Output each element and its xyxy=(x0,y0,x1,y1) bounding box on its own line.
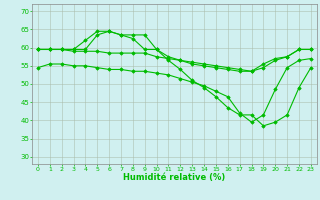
X-axis label: Humidité relative (%): Humidité relative (%) xyxy=(123,173,226,182)
